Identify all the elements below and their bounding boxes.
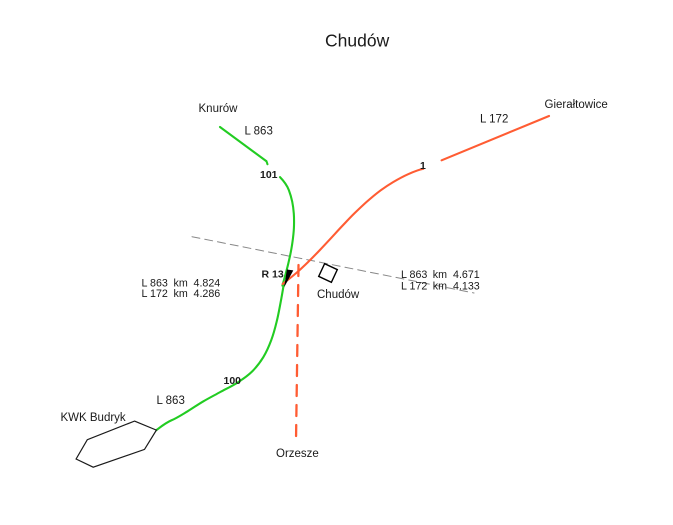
svg-text:R 13: R 13: [262, 269, 284, 281]
svg-text:Chudów: Chudów: [317, 289, 360, 301]
svg-text:1: 1: [420, 160, 426, 172]
svg-text:L 172: L 172: [480, 114, 508, 126]
svg-text:100: 100: [224, 375, 242, 387]
svg-text:101: 101: [260, 169, 278, 181]
svg-text:KWK Budryk: KWK Budryk: [61, 412, 126, 424]
svg-text:Orzesze: Orzesze: [276, 448, 319, 460]
svg-text:Gierałtowice: Gierałtowice: [545, 99, 608, 111]
svg-text:L 863: L 863: [157, 395, 185, 407]
svg-text:Chudów: Chudów: [325, 31, 390, 51]
svg-text:Knurów: Knurów: [199, 103, 239, 115]
svg-text:L 863: L 863: [245, 126, 273, 138]
